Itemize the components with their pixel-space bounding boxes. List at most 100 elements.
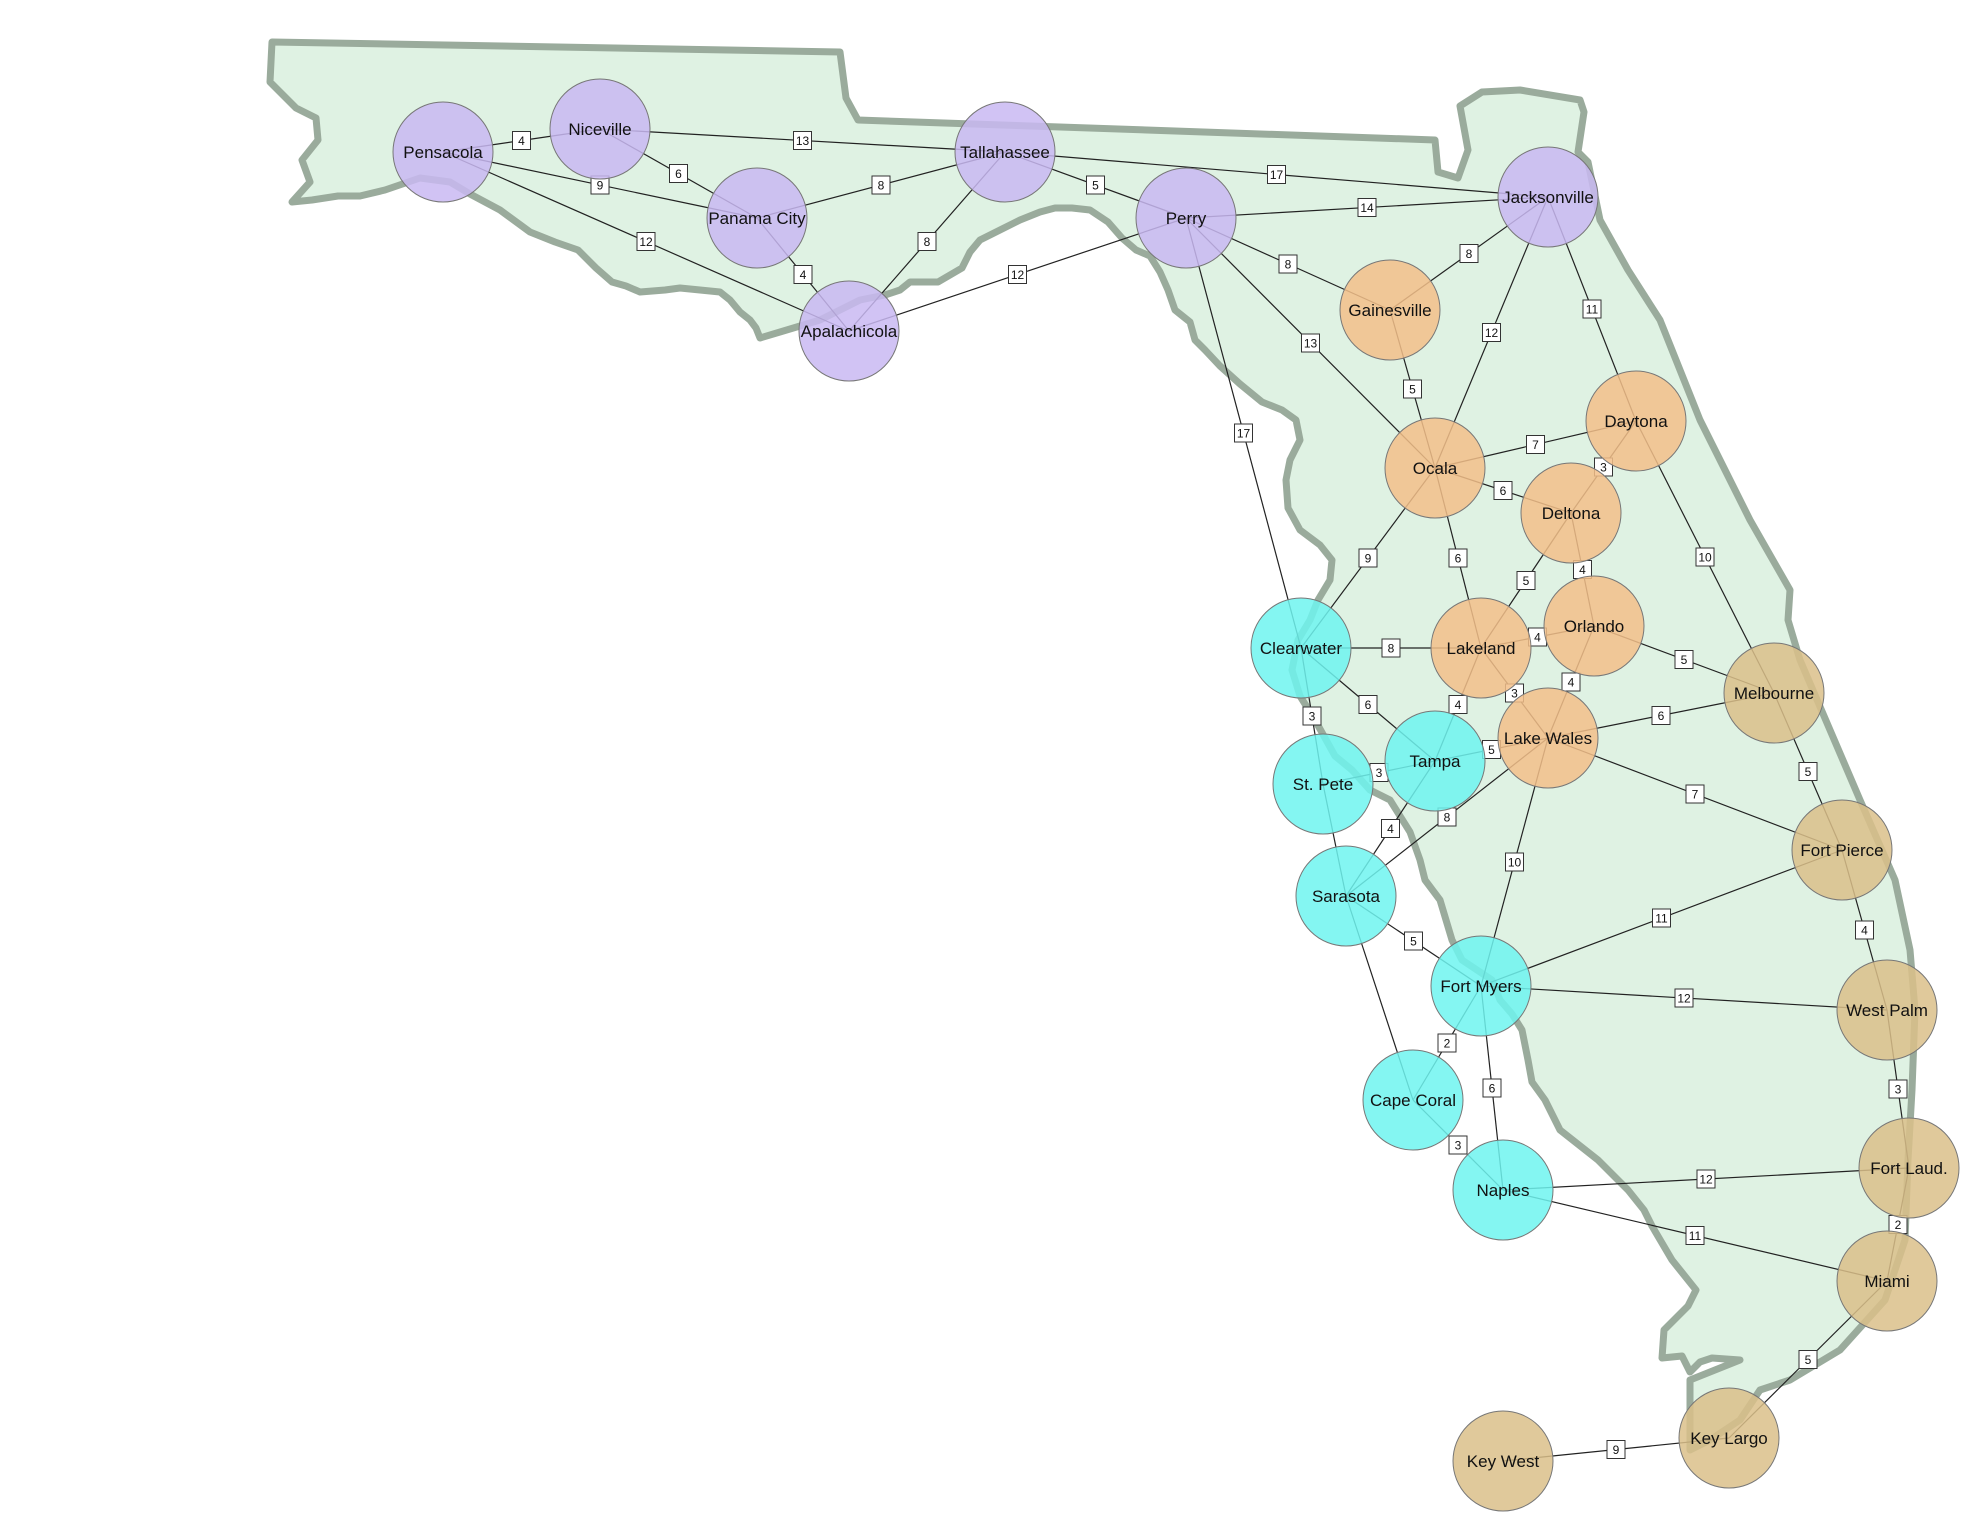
road-weight-box [1798, 762, 1818, 781]
city-key-largo[interactable]: Key Largo [1678, 1387, 1780, 1489]
city-panama-city[interactable]: Panama City [706, 167, 808, 269]
city-marker[interactable] [1339, 259, 1441, 361]
city-label: Naples [1477, 1181, 1530, 1200]
city-tallahassee[interactable]: Tallahassee [954, 101, 1056, 203]
road-weight-label: 8 [1388, 642, 1395, 656]
road-apalachicola-perry: 12 [848, 217, 1187, 332]
city-marker[interactable] [1362, 1049, 1464, 1151]
city-fort-pierce[interactable]: Fort Pierce [1791, 799, 1893, 901]
road-weight-box [1302, 706, 1322, 726]
city-marker[interactable] [1452, 1410, 1554, 1512]
city-tampa[interactable]: Tampa [1384, 710, 1486, 812]
road-weight-box [1652, 908, 1671, 928]
city-west-palm[interactable]: West Palm [1836, 959, 1938, 1061]
road-weight-box [1582, 299, 1602, 319]
city-jacksonville[interactable]: Jacksonville [1497, 146, 1599, 248]
road-weight-label: 5 [1488, 743, 1495, 757]
city-label: Key West [1467, 1452, 1540, 1471]
city-marker[interactable] [1272, 733, 1374, 835]
city-marker[interactable] [1836, 1230, 1938, 1332]
city-marker[interactable] [1250, 597, 1352, 699]
road-weight-label: 10 [1508, 856, 1522, 870]
road-weight-box [1482, 323, 1501, 342]
road-weight-box [1278, 254, 1298, 274]
road-weight-label: 14 [1360, 201, 1374, 215]
city-marker[interactable] [1135, 167, 1237, 269]
city-marker[interactable] [1723, 642, 1825, 744]
road-weight-label: 4 [1387, 822, 1394, 836]
city-marker[interactable] [954, 101, 1056, 203]
city-melbourne[interactable]: Melbourne [1723, 642, 1825, 744]
city-perry[interactable]: Perry [1135, 167, 1237, 269]
city-marker[interactable] [1452, 1139, 1554, 1241]
city-marker[interactable] [1430, 597, 1532, 699]
road-weight-label: 4 [1568, 676, 1575, 690]
city-cape-coral[interactable]: Cape Coral [1362, 1049, 1464, 1151]
road-weight-box [669, 164, 688, 183]
road-weight-label: 12 [1485, 326, 1499, 340]
city-naples[interactable]: Naples [1452, 1139, 1554, 1241]
city-label: Orlando [1564, 617, 1624, 636]
city-ocala[interactable]: Ocala [1384, 417, 1486, 519]
city-pensacola[interactable]: Pensacola [392, 101, 494, 203]
city-miami[interactable]: Miami [1836, 1230, 1938, 1332]
road-weight-label: 6 [1489, 1082, 1496, 1096]
city-marker[interactable] [1384, 710, 1486, 812]
city-label: Melbourne [1734, 684, 1814, 703]
city-marker[interactable] [706, 167, 808, 269]
city-fort-myers[interactable]: Fort Myers [1430, 935, 1532, 1037]
city-orlando[interactable]: Orlando [1543, 575, 1645, 677]
city-marker[interactable] [1585, 370, 1687, 472]
city-marker[interactable] [1520, 462, 1622, 564]
city-fort-laud[interactable]: Fort Laud. [1858, 1117, 1960, 1219]
road-weight-box [793, 265, 813, 284]
city-marker[interactable] [1543, 575, 1645, 677]
road-weight-label: 5 [1805, 1353, 1812, 1367]
city-niceville[interactable]: Niceville [549, 78, 651, 180]
city-marker[interactable] [1295, 845, 1397, 947]
road-weight-label: 8 [1285, 258, 1292, 272]
florida-outline [266, 38, 1919, 1454]
road-weight-box [512, 131, 531, 150]
city-st-pete[interactable]: St. Pete [1272, 733, 1374, 835]
road-weight-box [1008, 265, 1027, 284]
road-weight-label: 6 [675, 167, 682, 181]
city-marker[interactable] [1497, 146, 1599, 248]
road-weight-label: 7 [1532, 438, 1539, 452]
road-weight-box [1267, 165, 1286, 184]
city-label: Sarasota [1312, 887, 1381, 906]
city-marker[interactable] [392, 101, 494, 203]
city-sarasota[interactable]: Sarasota [1295, 845, 1397, 947]
road-weight-box [1651, 706, 1671, 725]
road-weight-box [1404, 931, 1423, 951]
city-lakeland[interactable]: Lakeland [1430, 597, 1532, 699]
city-apalachicola[interactable]: Apalachicola [798, 280, 900, 382]
road-weight-label: 6 [1365, 698, 1372, 712]
city-key-west[interactable]: Key West [1452, 1410, 1554, 1512]
road-weight-label: 3 [1511, 687, 1518, 701]
road-weight-label: 12 [1677, 992, 1691, 1006]
road-perry-clearwater: 17 [1185, 217, 1302, 649]
city-marker[interactable] [1791, 799, 1893, 901]
city-marker[interactable] [798, 280, 900, 382]
city-daytona[interactable]: Daytona [1585, 370, 1687, 472]
city-marker[interactable] [1858, 1117, 1960, 1219]
road-niceville-tallahassee: 13 [599, 128, 1006, 153]
city-label: Fort Myers [1440, 977, 1521, 996]
city-marker[interactable] [1836, 959, 1938, 1061]
city-marker[interactable] [1678, 1387, 1780, 1489]
city-label: Gainesville [1348, 301, 1431, 320]
city-marker[interactable] [549, 78, 651, 180]
city-marker[interactable] [1430, 935, 1532, 1037]
city-label: Apalachicola [801, 322, 898, 341]
road-weight-label: 6 [1500, 484, 1507, 498]
city-deltona[interactable]: Deltona [1520, 462, 1622, 564]
city-gainesville[interactable]: Gainesville [1339, 259, 1441, 361]
road-weight-box [1448, 548, 1468, 568]
city-label: Deltona [1542, 504, 1601, 523]
city-lake-wales[interactable]: Lake Wales [1497, 687, 1599, 789]
city-marker[interactable] [1497, 687, 1599, 789]
road-fort-myers-fort-pierce: 11 [1480, 849, 1843, 987]
city-marker[interactable] [1384, 417, 1486, 519]
city-clearwater[interactable]: Clearwater [1250, 597, 1352, 699]
